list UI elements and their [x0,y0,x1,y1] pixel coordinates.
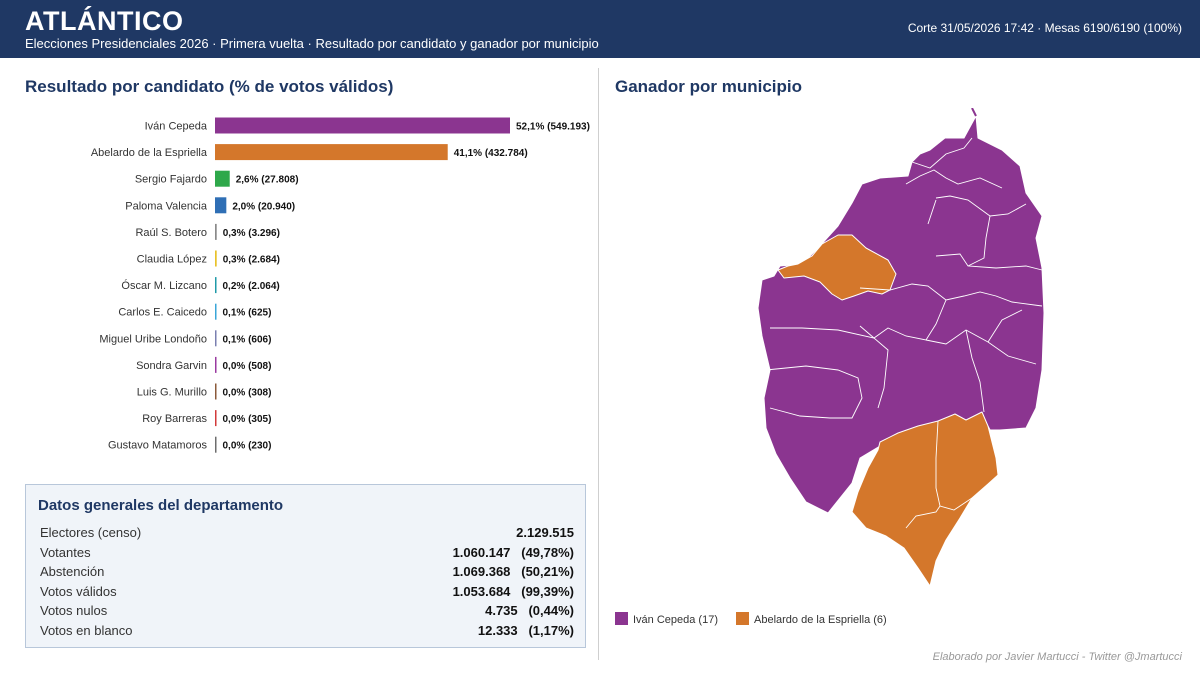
bar-category-label: Iván Cepeda [145,121,208,133]
bar-value-label: 0,0% (308) [223,388,272,399]
department-stats-panel: Datos generales del departamento Elector… [25,484,586,648]
stats-value: 1.069.368 (50,21%) [452,564,574,579]
bar-category-label: Óscar M. Lizcano [121,279,207,292]
stats-label: Votos en blanco [40,622,133,638]
bar-value-label: 0,1% (606) [223,334,272,345]
bar-category-label: Sergio Fajardo [135,174,207,186]
stats-row-electores: Electores (censo) 2.129.515 [40,525,574,545]
bar-value-label: 0,3% (2.684) [223,255,280,266]
stats-label: Electores (censo) [40,525,142,540]
bar-category-label: Miguel Uribe Londoño [99,333,207,345]
bar [215,410,217,427]
municipality-winner-map [757,108,1045,587]
bar [215,330,217,347]
stats-row-nulos: Votos nulos 4.735 (0,44%) [40,603,574,623]
legend-item-espriella: Abelardo de la Espriella (6) [736,612,887,626]
bar-value-label: 0,0% (508) [223,361,272,372]
map-coast-spit [971,108,977,117]
bar [215,170,230,187]
bar-value-label: 0,2% (2.064) [223,281,280,292]
count-status: Corte 31/05/2026 17:42 · Mesas 6190/6190… [907,21,1182,35]
bar-category-label: Sondra Garvin [136,360,207,372]
stats-label: Votantes [40,544,91,560]
results-title: Resultado por candidato (% de votos váli… [25,77,394,96]
bar-value-label: 0,3% (3.296) [223,228,280,239]
bar-category-label: Roy Barreras [142,413,207,425]
bar-value-label: 52,1% (549.193) [516,122,590,133]
bar [215,223,217,240]
bar [215,303,217,320]
bar-value-label: 2,0% (20.940) [232,201,295,212]
author-credit: Elaborado por Javier Martucci - Twitter … [932,651,1182,663]
bar-category-label: Gustavo Matamoros [108,440,208,452]
map-title: Ganador por municipio [615,77,803,96]
bar-category-label: Raúl S. Botero [135,227,207,239]
legend-swatch [736,612,749,625]
bar [215,250,217,267]
stats-label: Abstención [40,564,105,579]
bar [215,144,448,161]
bar [215,277,217,294]
map-region-cepeda [757,115,1045,514]
bar-category-label: Abelardo de la Espriella [91,147,208,159]
bar [215,117,510,134]
page-subtitle: Elecciones Presidenciales 2026 · Primera… [25,36,599,51]
page-title: ATLÁNTICO [25,6,184,36]
bar-value-label: 0,1% (625) [223,308,272,319]
legend-swatch [615,612,628,625]
stats-label: Votos nulos [40,603,108,618]
stats-value: 2.129.515 [516,525,574,540]
bar [215,383,217,400]
stats-value: 1.053.684 (99,39%) [452,583,574,599]
stats-label: Votos válidos [40,583,117,599]
header-banner: ATLÁNTICO Elecciones Presidenciales 2026… [0,0,1200,58]
stats-row-blanco: Votos en blanco 12.333 (1,17%) [40,623,574,643]
legend-label: Iván Cepeda (17) [633,614,718,626]
legend-item-cepeda: Iván Cepeda (17) [615,612,718,626]
map-region-espriella [777,234,897,301]
stats-row-abstencion: Abstención 1.069.368 (50,21%) [40,564,574,584]
bar-value-label: 41,1% (432.784) [454,148,528,159]
stats-row-votantes: Votantes 1.060.147 (49,78%) [40,545,574,565]
bar [215,436,217,453]
candidate-bar-chart: Iván Cepeda 52,1% (549.193) Abelardo de la… [91,117,590,453]
stats-title: Datos generales del departamento [38,497,284,514]
bar-category-label: Paloma Valencia [125,200,208,212]
map-region-espriella [851,411,999,587]
panel-divider [598,68,599,660]
stats-value: 1.060.147 (49,78%) [452,544,574,560]
legend-label: Abelardo de la Espriella (6) [754,614,887,626]
bar [215,197,227,214]
stats-value: 4.735 (0,44%) [485,603,574,618]
bar-category-label: Luis G. Murillo [137,387,207,399]
stats-value: 12.333 (1,17%) [477,622,574,638]
bar-value-label: 2,6% (27.808) [236,175,299,186]
bar-category-label: Carlos E. Caicedo [118,307,207,319]
bar-value-label: 0,0% (305) [223,414,272,425]
bar-value-label: 0,0% (230) [223,441,272,452]
stats-row-validos: Votos válidos 1.053.684 (99,39%) [40,584,574,604]
bar-category-label: Claudia López [137,254,207,266]
bar [215,356,217,373]
